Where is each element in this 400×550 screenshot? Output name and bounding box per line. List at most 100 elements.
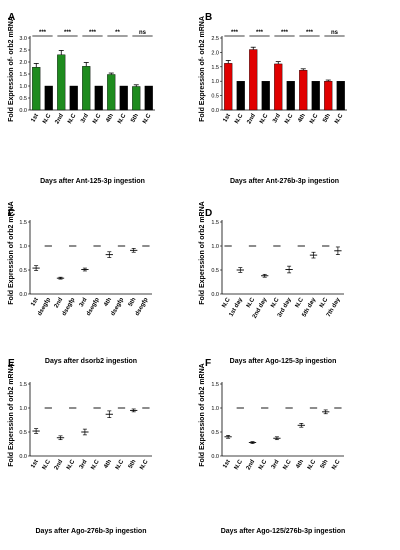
significance-label: *** xyxy=(39,30,47,36)
panel-letter-d: D xyxy=(205,208,212,219)
y-axis-label: Fold Expression of- orb2 mRNA xyxy=(8,16,15,122)
y-tick-label: 0.5 xyxy=(19,430,27,436)
significance-label: *** xyxy=(281,30,289,36)
y-tick-label: 1.5 xyxy=(211,220,219,226)
significance-label: *** xyxy=(231,30,239,36)
significance-label: *** xyxy=(89,30,97,36)
y-tick-label: 2.0 xyxy=(19,60,27,66)
category-label: N.C xyxy=(67,112,78,125)
category-label: N.C xyxy=(259,112,270,125)
category-label: 1st xyxy=(30,113,40,124)
bar xyxy=(94,85,103,111)
category-label: N.C xyxy=(42,458,53,471)
x-axis-label: Days after Ant-276b-3p ingestion xyxy=(230,178,339,185)
x-axis-label: Days after Ago-276b-3p ingestion xyxy=(36,528,147,535)
y-tick-label: 1.5 xyxy=(19,382,27,388)
category-label: 4th xyxy=(295,459,305,470)
significance-label: *** xyxy=(64,30,72,36)
category-label: 5th xyxy=(128,297,138,308)
y-axis-label: Fold Experssion of orb2 mRNA xyxy=(199,363,206,466)
y-axis-label: Fold Expression of- orb2 mRNA xyxy=(199,16,206,122)
category-label: N.C xyxy=(319,296,330,309)
bar xyxy=(57,54,66,111)
x-axis-label: Days after dsorb2 ingestion xyxy=(45,358,137,365)
category-label: N.C xyxy=(117,112,128,125)
category-label: 3rd xyxy=(80,113,90,124)
bar xyxy=(32,67,41,111)
significance-label: ** xyxy=(115,30,120,36)
y-tick-label: 2.5 xyxy=(19,48,27,54)
y-tick-label: 0.5 xyxy=(211,430,219,436)
y-tick-label: 0.5 xyxy=(19,268,27,274)
bar xyxy=(324,80,333,111)
y-tick-label: 0.0 xyxy=(19,108,27,114)
category-label: 5th xyxy=(130,113,140,124)
x-axis-label: Days after Ant-125-3p ingestion xyxy=(40,178,145,185)
category-label: N.C xyxy=(307,458,318,471)
y-tick-label: 0.0 xyxy=(211,108,219,114)
category-label: N.C xyxy=(42,112,53,125)
category-label: 3rd xyxy=(79,459,89,470)
significance-label: *** xyxy=(256,30,264,36)
panel-letter-b: B xyxy=(205,12,212,23)
y-tick-label: 1.0 xyxy=(211,406,219,412)
y-tick-label: 1.0 xyxy=(211,244,219,250)
y-axis-label: Fold Experssion of orb2 mRNA xyxy=(199,201,206,304)
y-tick-label: 2.0 xyxy=(211,50,219,56)
category-label: N.C xyxy=(66,458,77,471)
category-label: N.C xyxy=(115,458,126,471)
category-label: N.C xyxy=(92,112,103,125)
category-label: 3rd xyxy=(271,459,281,470)
y-tick-label: 1.5 xyxy=(19,72,27,78)
category-label: 3rd xyxy=(272,113,282,124)
category-label: 1st xyxy=(30,459,40,470)
panel-letter-e: E xyxy=(8,358,15,369)
category-label: 4th xyxy=(103,459,113,470)
y-tick-label: 2.5 xyxy=(211,36,219,42)
panel-c: C 0.0 0.5 1.0 1.5 Fold Expression of orb2 mRN… xyxy=(8,201,152,365)
category-label: 4th xyxy=(105,113,115,124)
bar xyxy=(299,70,308,111)
category-label: 1st xyxy=(222,113,232,124)
bar xyxy=(261,80,270,111)
category-label: 2nd xyxy=(54,113,65,126)
y-tick-label: 0.0 xyxy=(211,292,219,298)
category-label: N.C xyxy=(282,458,293,471)
category-label: N.C xyxy=(221,296,232,309)
bar xyxy=(44,85,53,111)
bar xyxy=(82,66,91,111)
category-label: N.C xyxy=(284,112,295,125)
bar xyxy=(69,85,78,111)
significance-label: ns xyxy=(139,30,147,36)
panel-e: E 0.0 0.5 1.0 1.5 Fold Experssion of orb2 mRN… xyxy=(8,358,152,535)
bar xyxy=(119,85,128,111)
category-label: 5th xyxy=(320,459,330,470)
y-tick-label: 0.5 xyxy=(211,268,219,274)
category-label: N.C xyxy=(246,296,257,309)
y-tick-label: 1.0 xyxy=(19,84,27,90)
y-tick-label: 1.5 xyxy=(211,382,219,388)
y-axis-label: Fold Expression of orb2 mRNA xyxy=(8,201,15,304)
category-label: N.C xyxy=(234,112,245,125)
y-tick-label: 1.5 xyxy=(19,220,27,226)
category-label: 1st xyxy=(222,459,232,470)
panel-b: B 0.0 0.5 1.0 1.5 2.0 2.5 Fold Expression of- o… xyxy=(199,12,347,185)
bar xyxy=(286,80,295,111)
category-label: N.C xyxy=(295,296,306,309)
y-tick-label: 0.0 xyxy=(19,292,27,298)
y-tick-label: 0.0 xyxy=(211,454,219,460)
x-axis-label: Days after Ago-125-3p ingestion xyxy=(230,358,337,365)
category-label: 2nd xyxy=(246,459,257,472)
y-tick-label: 0.5 xyxy=(211,94,219,100)
bar xyxy=(236,80,245,111)
y-tick-label: 0.0 xyxy=(19,454,27,460)
bar xyxy=(132,86,141,111)
y-tick-label: 3.0 xyxy=(19,36,27,42)
bar xyxy=(311,80,320,111)
bar xyxy=(336,80,345,111)
category-label: N.C xyxy=(234,458,245,471)
bar xyxy=(144,85,153,111)
panel-d: D 0.0 0.5 1.0 1.5 Fold Experssion of orb2 mRN… xyxy=(199,201,344,365)
y-tick-label: 0.5 xyxy=(19,96,27,102)
